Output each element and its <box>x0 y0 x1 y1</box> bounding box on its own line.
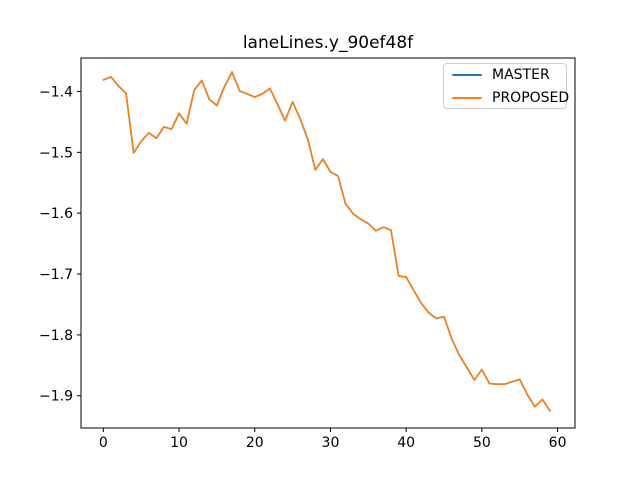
x-tick-label: 50 <box>473 435 491 451</box>
master-line <box>102 71 551 412</box>
x-tick-label: 30 <box>322 435 340 451</box>
y-tick-label: −1.5 <box>39 145 73 161</box>
x-tick-label: 10 <box>170 435 188 451</box>
y-tick-label: −1.8 <box>39 328 73 344</box>
x-tick-label: 40 <box>397 435 415 451</box>
x-tick-label: 60 <box>549 435 567 451</box>
legend-entry-master: MASTER <box>452 66 558 84</box>
y-tick-label: −1.7 <box>39 267 73 283</box>
master-line-swatch <box>452 73 482 76</box>
chart-title: laneLines.y_90ef48f <box>242 33 414 53</box>
proposed-line <box>102 71 551 412</box>
legend-entry-proposed: PROPOSED <box>452 89 569 107</box>
x-tick-label: 0 <box>99 435 108 451</box>
plot-frame <box>80 57 576 429</box>
y-tick-label: −1.4 <box>39 84 73 100</box>
proposed-line-swatch <box>452 96 482 99</box>
legend-label-proposed: PROPOSED <box>492 89 570 106</box>
legend-box: MASTER PROPOSED <box>443 63 569 109</box>
y-tick-label: −1.9 <box>39 389 73 405</box>
y-tick-label: −1.6 <box>39 206 73 222</box>
x-tick-label: 20 <box>246 435 264 451</box>
legend-label-master: MASTER <box>492 66 550 83</box>
